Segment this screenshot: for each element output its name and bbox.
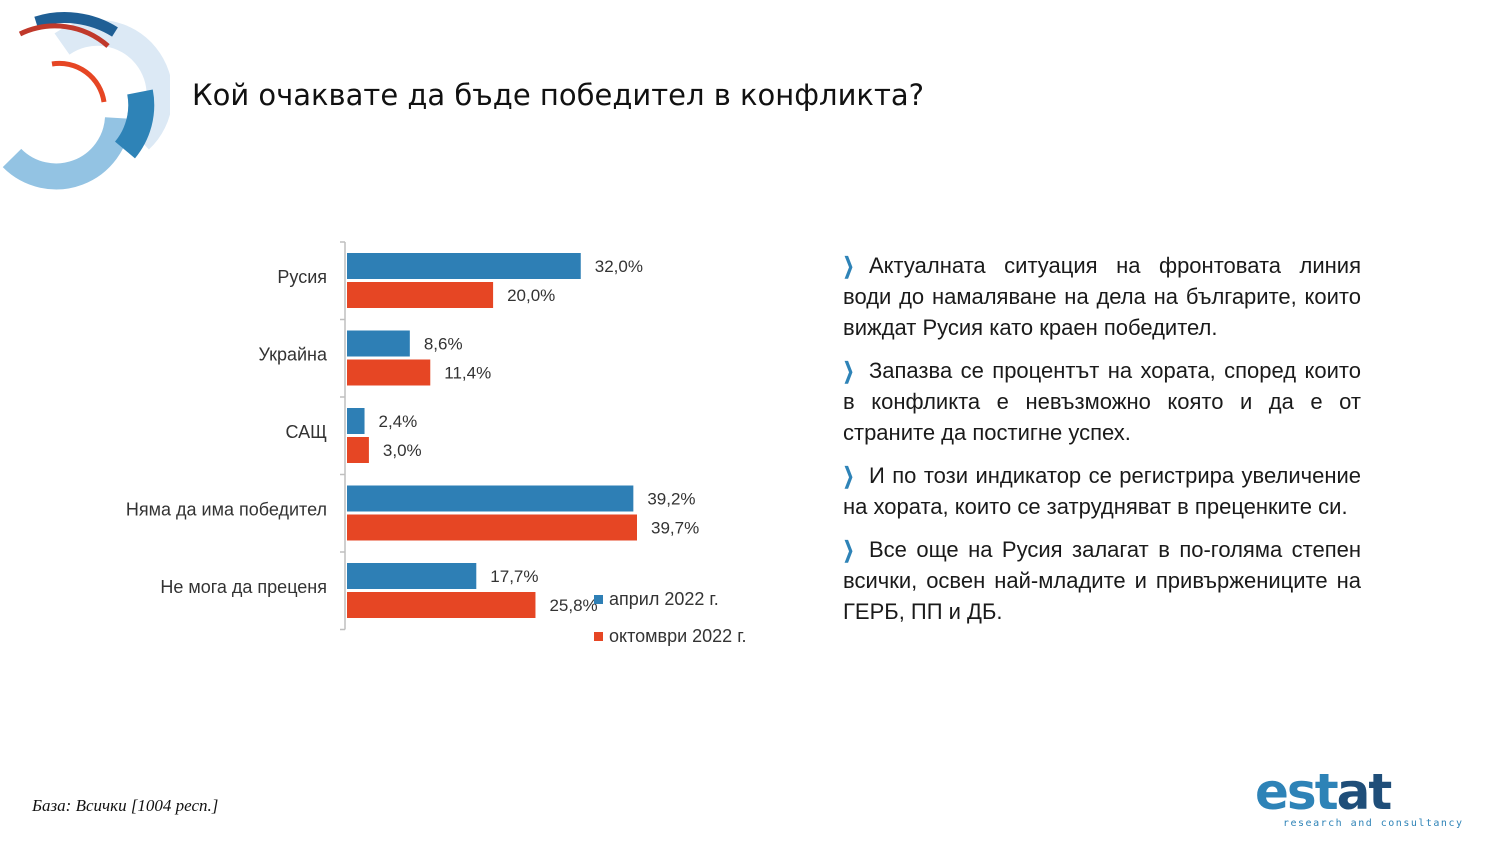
logo-letter: t bbox=[1314, 763, 1339, 821]
category-label: Русия bbox=[277, 267, 327, 287]
chevron-right-icon: ❯ bbox=[843, 463, 855, 488]
data-label: 39,2% bbox=[647, 490, 695, 509]
logo-tagline: research and consultancy bbox=[1283, 818, 1464, 829]
bullet-item: ❯ Актуалната ситуация на фронтовата линия… bbox=[843, 250, 1361, 343]
chevron-right-icon: ❯ bbox=[843, 537, 855, 562]
logo-letter: a bbox=[1336, 763, 1371, 821]
category-label: Няма да има победител bbox=[126, 500, 327, 520]
logo-wordmark: e s t a t bbox=[1255, 763, 1392, 821]
data-label: 39,7% bbox=[651, 519, 699, 538]
data-label: 20,0% bbox=[507, 286, 555, 305]
data-label: 32,0% bbox=[595, 257, 643, 276]
bar-april bbox=[347, 485, 634, 512]
bar-april bbox=[347, 563, 477, 589]
decorative-arcs-logo bbox=[2, 12, 170, 190]
bullet-text: Актуалната ситуация на фронтовата линия … bbox=[843, 253, 1361, 340]
logo-letter: s bbox=[1286, 763, 1317, 821]
base-note: База: Всички [1004 респ.] bbox=[32, 796, 219, 815]
bar-october bbox=[347, 437, 369, 463]
bullet-item: ❯ И по този индикатор се регистрира увели… bbox=[843, 460, 1361, 522]
bullet-text: И по този индикатор се регистрира увелич… bbox=[843, 463, 1361, 519]
bullet-item: ❯ Запазва се процентът на хората, според … bbox=[843, 355, 1361, 448]
logo-letter: t bbox=[1368, 763, 1392, 821]
bar-october bbox=[347, 592, 536, 618]
legend-label: април 2022 г. bbox=[609, 589, 719, 609]
bar-october bbox=[347, 514, 637, 541]
estat-logo: e s t a t research and consultancy bbox=[1255, 763, 1475, 834]
data-label: 3,0% bbox=[383, 441, 422, 460]
legend-swatch bbox=[594, 632, 603, 641]
bar-chart: Русия 32,0% 20,0% Украйна 8,6% 11,4% САЩ 2,4% 3,… bbox=[126, 241, 747, 646]
data-label: 8,6% bbox=[424, 335, 463, 354]
bar-october bbox=[347, 282, 494, 308]
logo-letter: e bbox=[1255, 763, 1289, 821]
bullet-text: Запазва се процентът на хората, според к… bbox=[843, 358, 1361, 445]
bar-april bbox=[347, 408, 365, 434]
legend-swatch bbox=[594, 595, 603, 604]
category-label: Не мога да преценя bbox=[160, 577, 327, 597]
chevron-right-icon: ❯ bbox=[843, 253, 855, 278]
legend-label: октомври 2022 г. bbox=[609, 626, 747, 646]
data-label: 11,4% bbox=[444, 364, 491, 383]
data-label: 25,8% bbox=[549, 596, 597, 615]
bullet-list: ❯ Актуалната ситуация на фронтовата линия… bbox=[843, 250, 1361, 639]
bullet-item: ❯ Все още на Русия залагат в по-голяма ст… bbox=[843, 534, 1361, 627]
bullet-text: Все още на Русия залагат в по-голяма сте… bbox=[843, 537, 1361, 624]
bar-october bbox=[347, 359, 431, 386]
bar-april bbox=[347, 330, 410, 357]
category-label: САЩ bbox=[286, 422, 328, 442]
category-label: Украйна bbox=[258, 345, 328, 365]
data-label: 17,7% bbox=[490, 567, 538, 586]
chevron-right-icon: ❯ bbox=[843, 358, 855, 383]
bar-april bbox=[347, 253, 581, 279]
page-title: Кой очаквате да бъде победител в конфлик… bbox=[192, 78, 924, 112]
data-label: 2,4% bbox=[379, 412, 418, 431]
